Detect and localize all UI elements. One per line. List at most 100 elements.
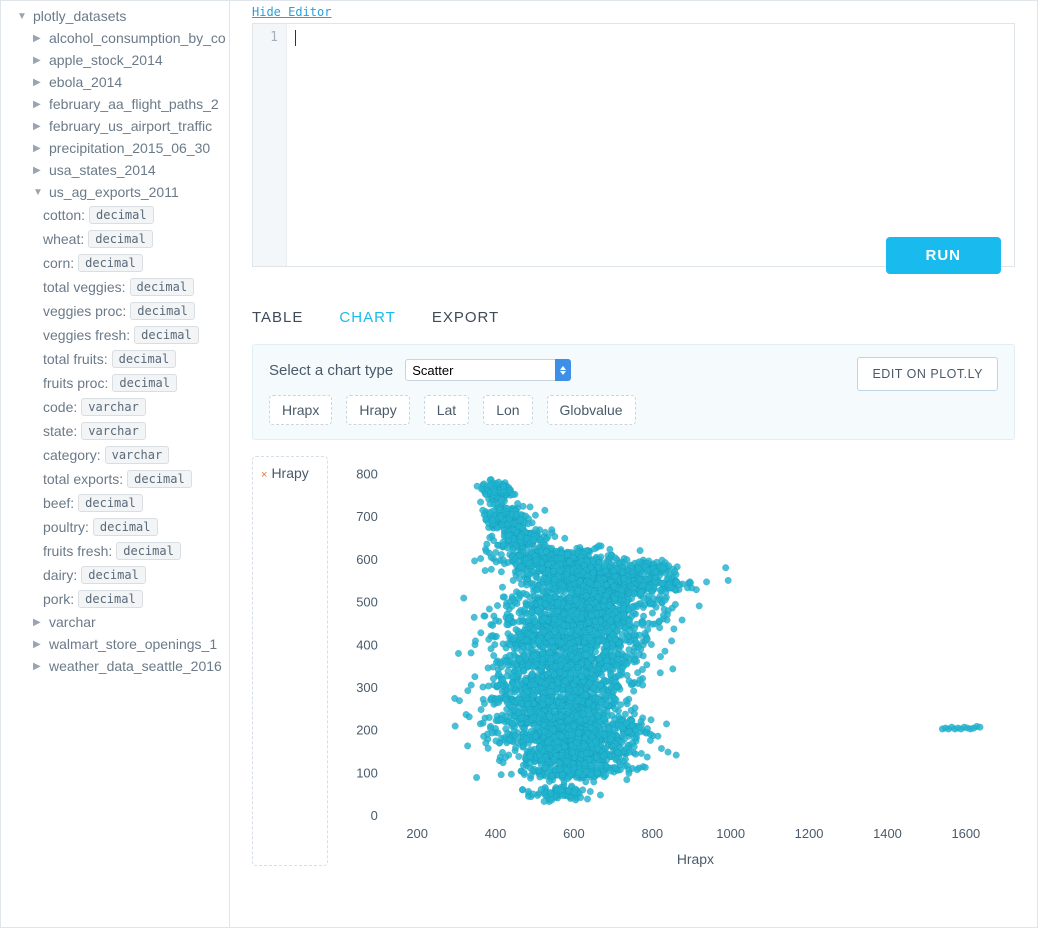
tree-table[interactable]: ▶ apple_stock_2014 — [5, 49, 229, 71]
svg-text:1000: 1000 — [716, 826, 745, 841]
legend-label: Hrapy — [271, 465, 308, 481]
legend-remove-icon[interactable]: × — [261, 469, 267, 481]
scatter-plot[interactable]: 0100200300400500600700800200400600800100… — [338, 456, 1015, 876]
tree-column[interactable]: veggies fresh: decimal — [5, 323, 229, 347]
tree-table[interactable]: ▶usa_states_2014 — [5, 159, 229, 181]
column-label: category: — [43, 447, 101, 463]
tree-column[interactable]: category: varchar — [5, 443, 229, 467]
table-label: precipitation_2015_06_30 — [49, 140, 210, 156]
tree-table[interactable]: ▶ precipitation_2015_06_30 — [5, 137, 229, 159]
edit-on-plotly-button[interactable]: EDIT ON PLOT.LY — [857, 357, 998, 391]
result-tabs: TABLE CHART EXPORT — [252, 309, 1037, 326]
tree-column[interactable]: wheat: decimal — [5, 227, 229, 251]
line-gutter: 1 — [253, 24, 287, 266]
column-label: pork: — [43, 591, 74, 607]
column-label: veggies fresh: — [43, 327, 130, 343]
svg-text:600: 600 — [356, 552, 378, 567]
tree-table[interactable]: ▶weather_data_seattle_2016 — [5, 655, 229, 677]
table-label: us_ag_exports_2011 — [49, 184, 179, 200]
tab-chart[interactable]: CHART — [339, 309, 395, 326]
column-label: total fruits: — [43, 351, 108, 367]
tree-column[interactable]: fruits fresh: decimal — [5, 539, 229, 563]
column-type-pill: decimal — [89, 206, 154, 224]
column-type-pill: decimal — [116, 542, 181, 560]
column-type-pill: decimal — [112, 374, 177, 392]
column-label: veggies proc: — [43, 303, 126, 319]
legend[interactable]: × Hrapy — [252, 456, 328, 866]
tree-table[interactable]: ▶ebola_2014 — [5, 71, 229, 93]
column-type-pill: decimal — [81, 566, 146, 584]
tree-table[interactable]: ▶ varchar — [5, 611, 229, 633]
tree-table[interactable]: ▶ alcohol_consumption_by_co — [5, 27, 229, 49]
tab-export[interactable]: EXPORT — [432, 309, 499, 326]
dimension-pill[interactable]: Lon — [483, 395, 532, 425]
caret-right-icon: ▶ — [33, 165, 43, 176]
tree-column[interactable]: corn: decimal — [5, 251, 229, 275]
column-type-pill: decimal — [88, 230, 153, 248]
tree-column[interactable]: state: varchar — [5, 419, 229, 443]
table-label: february_us_airport_traffic — [49, 118, 212, 134]
svg-text:1400: 1400 — [873, 826, 902, 841]
dimension-pills: Hrapx Hrapy Lat Lon Globvalue — [269, 395, 998, 425]
hide-editor-link[interactable]: Hide Editor — [230, 1, 1037, 21]
tree-column[interactable]: cotton: decimal — [5, 203, 229, 227]
table-label: varchar — [49, 614, 96, 630]
column-label: corn: — [43, 255, 74, 271]
table-label: walmart_store_openings_1 — [49, 636, 217, 652]
dimension-pill[interactable]: Globvalue — [547, 395, 636, 425]
column-type-pill: decimal — [78, 494, 143, 512]
tree-column[interactable]: veggies proc: decimal — [5, 299, 229, 323]
tree: ▼ plotly_datasets ▶ alcohol_consumption_b… — [1, 1, 229, 681]
table-label: apple_stock_2014 — [49, 52, 163, 68]
svg-text:600: 600 — [563, 826, 585, 841]
column-label: cotton: — [43, 207, 85, 223]
tree-column[interactable]: total veggies: decimal — [5, 275, 229, 299]
table-label: weather_data_seattle_2016 — [49, 658, 222, 674]
column-label: fruits fresh: — [43, 543, 112, 559]
tree-table[interactable]: ▶february_aa_flight_paths_2 — [5, 93, 229, 115]
svg-text:800: 800 — [642, 826, 664, 841]
tree-column[interactable]: fruits proc: decimal — [5, 371, 229, 395]
svg-text:1600: 1600 — [951, 826, 980, 841]
caret-right-icon: ▶ — [33, 617, 43, 628]
column-type-pill: decimal — [130, 278, 195, 296]
run-button[interactable]: RUN — [886, 237, 1002, 274]
tree-table[interactable]: ▶february_us_airport_traffic — [5, 115, 229, 137]
column-label: poultry: — [43, 519, 89, 535]
caret-right-icon: ▶ — [33, 55, 43, 66]
tree-column[interactable]: dairy: decimal — [5, 563, 229, 587]
tree-column[interactable]: code: varchar — [5, 395, 229, 419]
main-panel: Hide Editor 1 RUN TABLE CHART EXPORT Selec… — [230, 1, 1037, 927]
svg-text:700: 700 — [356, 509, 378, 524]
dimension-pill[interactable]: Hrapx — [269, 395, 332, 425]
line-number: 1 — [270, 30, 278, 45]
chart-type-select[interactable]: Scatter — [405, 359, 571, 381]
table-label: alcohol_consumption_by_co — [49, 30, 226, 46]
column-label: beef: — [43, 495, 74, 511]
svg-text:300: 300 — [356, 680, 378, 695]
tree-column[interactable]: beef: decimal — [5, 491, 229, 515]
svg-text:200: 200 — [356, 723, 378, 738]
column-type-pill: decimal — [93, 518, 158, 536]
tree-column[interactable]: total fruits: decimal — [5, 347, 229, 371]
caret-right-icon: ▶ — [33, 33, 43, 44]
column-type-pill: varchar — [81, 422, 146, 440]
dimension-pill[interactable]: Hrapy — [346, 395, 409, 425]
dimension-pill[interactable]: Lat — [424, 395, 469, 425]
chart-type-label: Select a chart type — [269, 362, 393, 379]
editor-body[interactable] — [287, 24, 1014, 266]
column-type-pill: decimal — [127, 470, 192, 488]
svg-text:Hrapx: Hrapx — [677, 851, 714, 867]
tree-column[interactable]: total exports: decimal — [5, 467, 229, 491]
column-label: code: — [43, 399, 77, 415]
tree-table[interactable]: ▶walmart_store_openings_1 — [5, 633, 229, 655]
tree-column[interactable]: poultry: decimal — [5, 515, 229, 539]
caret-right-icon: ▶ — [33, 143, 43, 154]
svg-text:1200: 1200 — [795, 826, 824, 841]
tree-column[interactable]: pork: decimal — [5, 587, 229, 611]
tree-database[interactable]: ▼ plotly_datasets — [5, 5, 229, 27]
sql-editor[interactable]: 1 — [252, 23, 1015, 267]
column-type-pill: decimal — [78, 590, 143, 608]
tree-table-expanded[interactable]: ▼ us_ag_exports_2011 — [5, 181, 229, 203]
tab-table[interactable]: TABLE — [252, 309, 303, 326]
